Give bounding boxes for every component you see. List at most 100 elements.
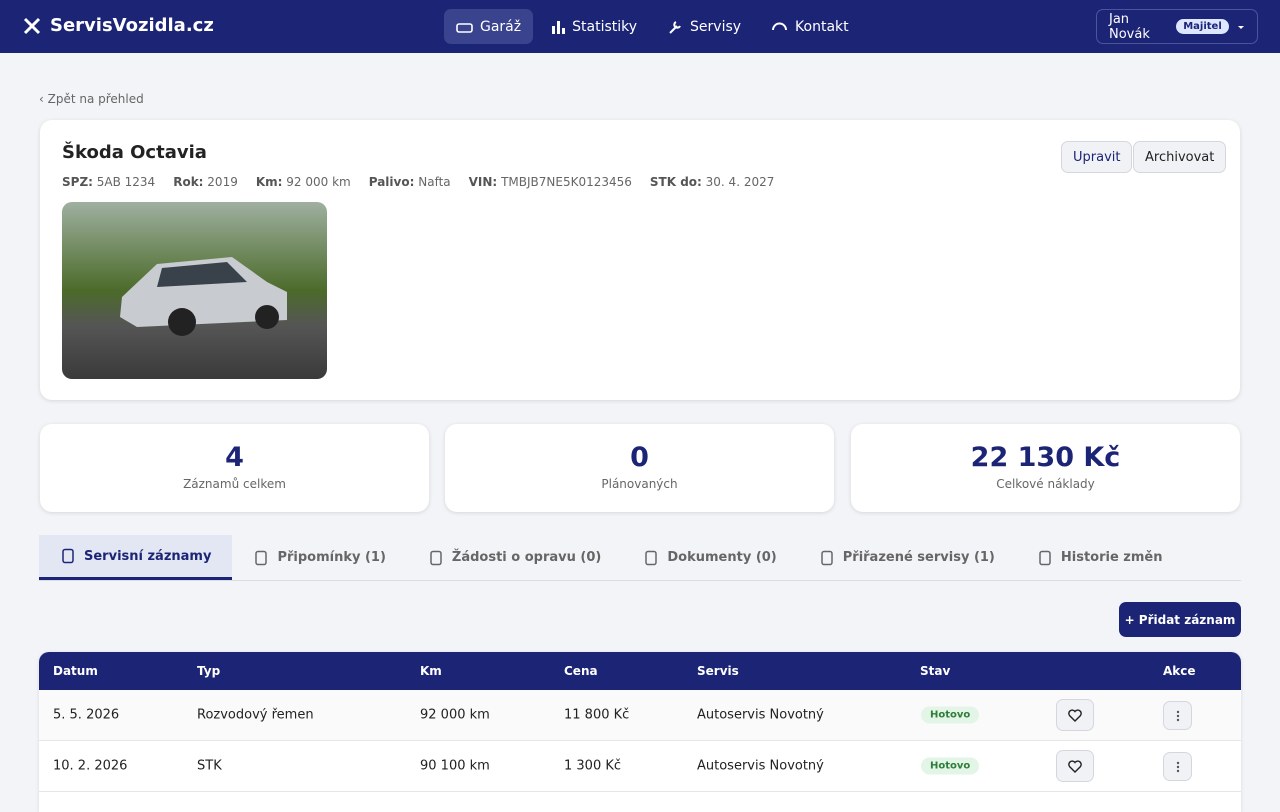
tab-label: Přiřazené servisy (1) — [842, 550, 995, 565]
tab[interactable]: Historie změn — [1016, 535, 1184, 580]
stat-card: 22 130 Kč Celkové náklady — [851, 424, 1240, 512]
table-row: 5. 5. 2026 Rozvodový řemen 92 000 km 11 800… — [39, 690, 1241, 741]
spec-value: 92 000 km — [286, 175, 351, 189]
main-nav: Garáž Statistiky Servisy Kontakt — [444, 9, 861, 44]
caret — [1237, 25, 1244, 29]
tab-icon — [62, 548, 74, 564]
tab[interactable]: Připomínky (1) — [232, 535, 406, 580]
stat-value: 22 130 Kč — [970, 442, 1121, 473]
back-link[interactable]: ‹ Zpět na přehled — [39, 92, 144, 106]
top-bar: ServisVozidla.cz Garáž Statistiky Servis… — [0, 0, 1280, 53]
edit-button[interactable]: Upravit — [1061, 141, 1133, 173]
tab[interactable]: Servisní záznamy — [39, 535, 233, 580]
tab-icon — [821, 550, 833, 565]
nav-text: Kontakt — [795, 18, 849, 35]
tab[interactable]: Dokumenty (0) — [622, 535, 797, 580]
spec-value: TMBJB7NE5K0123456 — [501, 175, 632, 189]
stat-card: 0 Plánovaných — [445, 424, 834, 512]
vehicle-photo — [62, 202, 327, 379]
user-name: Jan Novák — [1109, 11, 1150, 42]
tab-icon — [1039, 550, 1051, 565]
cell: Autoservis Novotný — [697, 758, 824, 774]
dots-icon — [1176, 710, 1179, 721]
tab[interactable]: Přiřazené servisy (1) — [798, 535, 1016, 580]
nav-link[interactable]: Servisy — [655, 9, 753, 44]
spec: Rok: 2019 — [173, 175, 238, 189]
vehicle-title: Škoda Octavia — [62, 142, 207, 163]
more-button[interactable] — [1163, 701, 1192, 730]
tab-label: Servisní záznamy — [84, 548, 212, 564]
tab-icon — [255, 550, 268, 565]
stat-label: Záznamů celkem — [183, 477, 286, 491]
favorite-button[interactable] — [1056, 699, 1094, 731]
spec: STK do: 30. 4. 2027 — [650, 175, 774, 189]
nav-link[interactable]: Garáž — [444, 9, 534, 44]
spec: Palivo: Nafta — [369, 175, 451, 189]
spec-label: Km: — [255, 175, 283, 189]
icon — [772, 22, 788, 30]
vehicle-card: Škoda Octavia SPZ: 5AB 1234 Rok: 2019 Km: … — [40, 120, 1240, 400]
column-header: Akce — [1163, 664, 1196, 678]
nav-link[interactable]: Statistiky — [539, 9, 649, 44]
tab-label: Žádosti o opravu (0) — [451, 550, 602, 565]
stat-card: 4 Záznamů celkem — [40, 424, 429, 512]
stat-value: 4 — [225, 442, 244, 473]
role-badge: Majitel — [1176, 19, 1229, 34]
spec-label: STK do: — [649, 175, 702, 189]
spec: SPZ: 5AB 1234 — [62, 175, 155, 189]
spec-label: SPZ: — [62, 175, 93, 189]
icon — [669, 20, 681, 34]
archive-button[interactable]: Archivovat — [1133, 141, 1227, 173]
cell: 10. 2. 2026 — [53, 758, 128, 774]
tab-label: Připomínky (1) — [277, 550, 386, 565]
column-header: Cena — [564, 664, 598, 678]
tab-icon — [430, 550, 442, 565]
records-table: Datum Typ Km Cena Servis Stav Akce 5. 5. 2026 R… — [39, 652, 1241, 812]
brand[interactable]: ServisVozidla.cz — [22, 15, 214, 36]
tab-label: Dokumenty (0) — [667, 550, 777, 565]
table-body: 5. 5. 2026 Rozvodový řemen 92 000 km 11 800… — [39, 690, 1241, 792]
table-header: Datum Typ Km Cena Servis Stav Akce — [39, 652, 1241, 690]
column-header: Stav — [920, 664, 951, 678]
nav-link[interactable]: Kontakt — [759, 9, 861, 44]
spec-value: 30. 4. 2027 — [705, 175, 775, 189]
cell: 1 300 Kč — [564, 758, 622, 774]
icon — [456, 22, 473, 33]
cell: 11 800 Kč — [564, 707, 630, 723]
vehicle-specs: SPZ: 5AB 1234 Rok: 2019 Km: 92 000 km Paliv… — [62, 175, 774, 189]
tab-icon — [645, 550, 658, 565]
column-header: Servis — [697, 664, 739, 678]
spec-value: 2019 — [207, 175, 238, 189]
cell: STK — [197, 758, 222, 774]
stat-value: 0 — [630, 442, 649, 473]
heart-icon — [1068, 759, 1082, 773]
table-row: 10. 2. 2026 STK 90 100 km 1 300 Kč Autoservi… — [39, 741, 1241, 792]
status-badge: Hotovo — [921, 757, 980, 775]
user-menu[interactable]: Jan Novák Majitel — [1096, 9, 1258, 44]
heart-icon — [1068, 708, 1082, 722]
spec-label: Palivo: — [368, 175, 415, 189]
brand-icon — [23, 17, 41, 34]
column-header: Datum — [53, 664, 98, 678]
spec-value: 5AB 1234 — [96, 175, 156, 189]
brand-text: ServisVozidla.cz — [50, 15, 214, 36]
nav-text: Servisy — [690, 18, 742, 35]
tab-bar: Servisní záznamy Připomínky (1) Žádosti o … — [39, 535, 1241, 581]
cell: Rozvodový řemen — [197, 707, 314, 723]
nav-text: Garáž — [480, 18, 522, 35]
cell: 92 000 km — [420, 707, 490, 723]
favorite-button[interactable] — [1056, 750, 1094, 782]
dots-icon — [1176, 761, 1179, 772]
add-record-button[interactable]: + Přidat záznam — [1119, 602, 1241, 637]
tab-label: Historie změn — [1060, 550, 1163, 565]
spec-label: VIN: — [468, 175, 498, 189]
status-badge: Hotovo — [921, 706, 980, 724]
tab[interactable]: Žádosti o opravu (0) — [407, 535, 622, 580]
icon — [552, 20, 566, 34]
spec: VIN: TMBJB7NE5K0123456 — [469, 175, 632, 189]
nav-text: Statistiky — [572, 18, 638, 35]
cell: 5. 5. 2026 — [53, 707, 120, 723]
more-button[interactable] — [1163, 752, 1192, 781]
